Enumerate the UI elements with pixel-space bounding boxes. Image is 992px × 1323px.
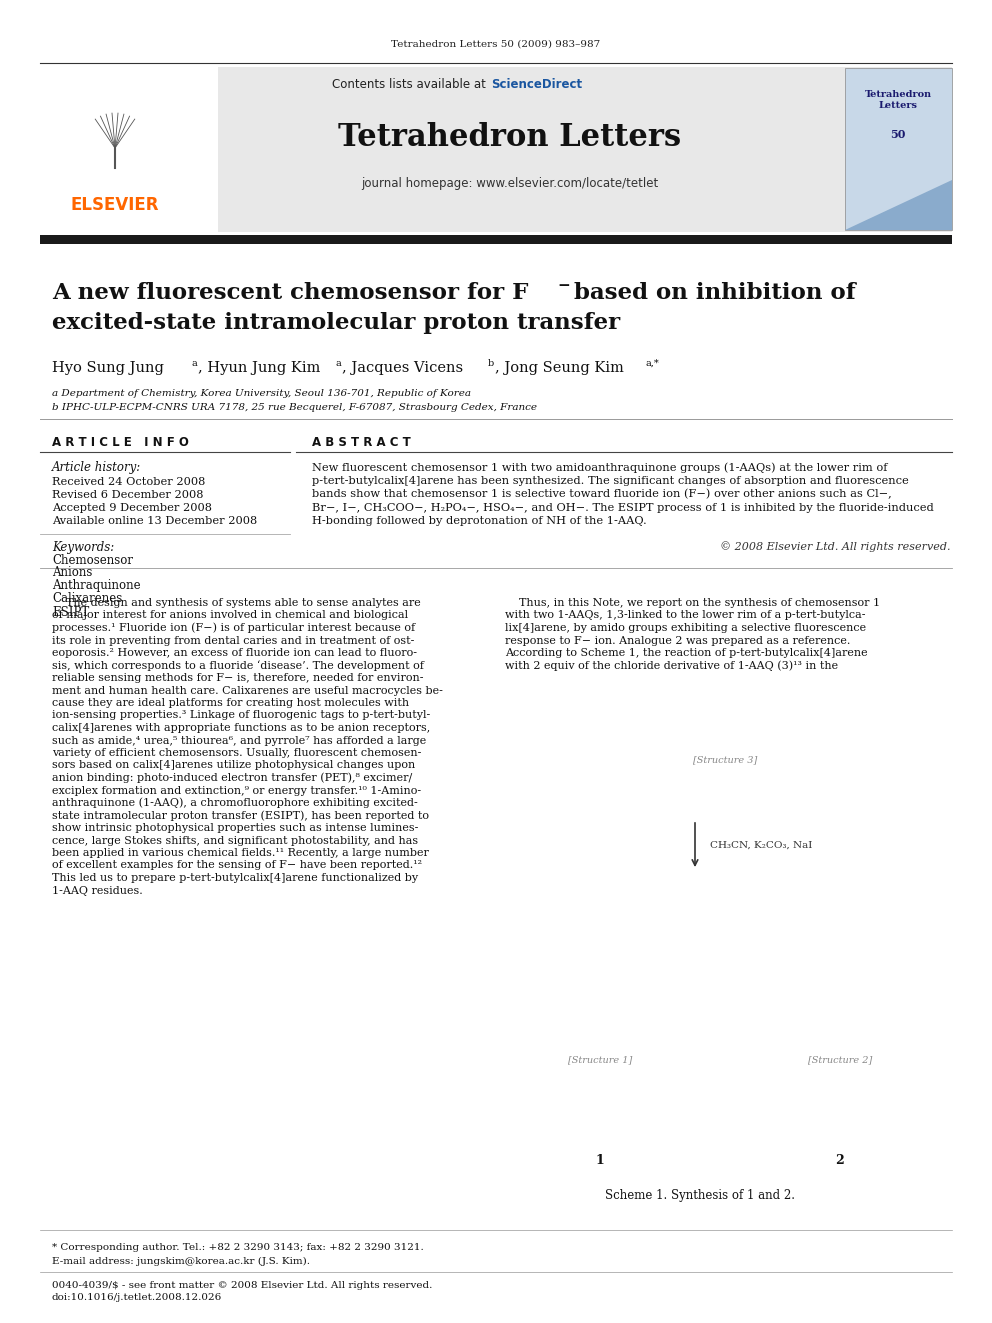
Text: excited-state intramolecular proton transfer: excited-state intramolecular proton tran… bbox=[52, 312, 620, 333]
Text: 50: 50 bbox=[890, 130, 906, 140]
Text: anion binding: photo-induced electron transfer (PET),⁸ excimer/: anion binding: photo-induced electron tr… bbox=[52, 773, 413, 783]
Text: b IPHC-ULP-ECPM-CNRS URA 7178, 25 rue Becquerel, F-67087, Strasbourg Cedex, Fran: b IPHC-ULP-ECPM-CNRS URA 7178, 25 rue Be… bbox=[52, 402, 537, 411]
Text: ment and human health care. Calixarenes are useful macrocycles be-: ment and human health care. Calixarenes … bbox=[52, 685, 442, 696]
Text: show intrinsic photophysical properties such as intense lumines-: show intrinsic photophysical properties … bbox=[52, 823, 419, 833]
Text: The design and synthesis of systems able to sense analytes are: The design and synthesis of systems able… bbox=[52, 598, 421, 609]
Text: Accepted 9 December 2008: Accepted 9 December 2008 bbox=[52, 503, 212, 513]
Text: Thus, in this Note, we report on the synthesis of chemosensor 1: Thus, in this Note, we report on the syn… bbox=[505, 598, 880, 609]
Text: CH₃CN, K₂CO₃, NaI: CH₃CN, K₂CO₃, NaI bbox=[710, 840, 812, 849]
Text: [Structure 2]: [Structure 2] bbox=[807, 1056, 872, 1065]
Text: with 2 equiv of the chloride derivative of 1-AAQ (3)¹³ in the: with 2 equiv of the chloride derivative … bbox=[505, 660, 838, 671]
Text: ScienceDirect: ScienceDirect bbox=[491, 78, 582, 90]
Text: based on inhibition of: based on inhibition of bbox=[566, 282, 856, 304]
Text: been applied in various chemical fields.¹¹ Recently, a large number: been applied in various chemical fields.… bbox=[52, 848, 429, 859]
Text: Revised 6 December 2008: Revised 6 December 2008 bbox=[52, 490, 203, 500]
Text: Br−, I−, CH₃COO−, H₂PO₄−, HSO₄−, and OH−. The ESIPT process of 1 is inhibited by: Br−, I−, CH₃COO−, H₂PO₄−, HSO₄−, and OH−… bbox=[312, 503, 933, 512]
Text: E-mail address: jungskim@korea.ac.kr (J.S. Kim).: E-mail address: jungskim@korea.ac.kr (J.… bbox=[52, 1257, 310, 1266]
Text: anthraquinone (1-AAQ), a chromofluorophore exhibiting excited-: anthraquinone (1-AAQ), a chromofluoropho… bbox=[52, 798, 418, 808]
Text: −: − bbox=[557, 279, 569, 292]
Text: © 2008 Elsevier Ltd. All rights reserved.: © 2008 Elsevier Ltd. All rights reserved… bbox=[719, 541, 950, 553]
Text: response to F− ion. Analogue 2 was prepared as a reference.: response to F− ion. Analogue 2 was prepa… bbox=[505, 635, 850, 646]
Text: such as amide,⁴ urea,⁵ thiourea⁶, and pyrrole⁷ has afforded a large: such as amide,⁴ urea,⁵ thiourea⁶, and py… bbox=[52, 736, 427, 745]
Text: Received 24 October 2008: Received 24 October 2008 bbox=[52, 478, 205, 487]
Text: According to Scheme 1, the reaction of p-tert-butylcalix[4]arene: According to Scheme 1, the reaction of p… bbox=[505, 648, 868, 658]
Text: of excellent examples for the sensing of F− have been reported.¹²: of excellent examples for the sensing of… bbox=[52, 860, 423, 871]
Text: a: a bbox=[192, 359, 197, 368]
Text: Anions: Anions bbox=[52, 566, 92, 579]
Text: state intramolecular proton transfer (ESIPT), has been reported to: state intramolecular proton transfer (ES… bbox=[52, 810, 429, 820]
Text: processes.¹ Fluoride ion (F−) is of particular interest because of: processes.¹ Fluoride ion (F−) is of part… bbox=[52, 623, 415, 634]
Text: Contents lists available at: Contents lists available at bbox=[332, 78, 490, 90]
Text: This led us to prepare p-tert-butylcalix[4]arene functionalized by: This led us to prepare p-tert-butylcalix… bbox=[52, 873, 418, 882]
Text: Hyo Sung Jung: Hyo Sung Jung bbox=[52, 361, 164, 374]
Text: Tetrahedron Letters: Tetrahedron Letters bbox=[338, 123, 682, 153]
Text: Chemosensor: Chemosensor bbox=[52, 553, 133, 566]
Text: , Jong Seung Kim: , Jong Seung Kim bbox=[495, 361, 624, 374]
Text: sors based on calix[4]arenes utilize photophysical changes upon: sors based on calix[4]arenes utilize pho… bbox=[52, 761, 416, 770]
Bar bbox=[40, 235, 952, 243]
Text: journal homepage: www.elsevier.com/locate/tetlet: journal homepage: www.elsevier.com/locat… bbox=[361, 176, 659, 189]
Text: lix[4]arene, by amido groups exhibiting a selective fluorescence: lix[4]arene, by amido groups exhibiting … bbox=[505, 623, 866, 632]
Text: ELSEVIER: ELSEVIER bbox=[70, 196, 160, 214]
Text: * Corresponding author. Tel.: +82 2 3290 3143; fax: +82 2 3290 3121.: * Corresponding author. Tel.: +82 2 3290… bbox=[52, 1244, 424, 1253]
Text: A B S T R A C T: A B S T R A C T bbox=[312, 435, 411, 448]
Text: Calixarenes: Calixarenes bbox=[52, 593, 122, 606]
Text: A R T I C L E   I N F O: A R T I C L E I N F O bbox=[52, 435, 188, 448]
Text: 2: 2 bbox=[835, 1154, 844, 1167]
Text: eoporosis.² However, an excess of fluoride ion can lead to fluoro-: eoporosis.² However, an excess of fluori… bbox=[52, 648, 417, 658]
Text: Keywords:: Keywords: bbox=[52, 541, 114, 553]
Text: Article history:: Article history: bbox=[52, 462, 141, 475]
Bar bbox=[40, 67, 952, 232]
Text: Available online 13 December 2008: Available online 13 December 2008 bbox=[52, 516, 257, 527]
Text: Tetrahedron
Letters: Tetrahedron Letters bbox=[864, 90, 931, 110]
Text: Anthraquinone: Anthraquinone bbox=[52, 579, 141, 593]
Text: ESIPT: ESIPT bbox=[52, 606, 89, 618]
Text: H-bonding followed by deprotonation of NH of the 1-AAQ.: H-bonding followed by deprotonation of N… bbox=[312, 516, 647, 525]
Text: with two 1-AAQs, 1,3-linked to the lower rim of a p-tert-butylca-: with two 1-AAQs, 1,3-linked to the lower… bbox=[505, 610, 865, 620]
Text: [Structure 1]: [Structure 1] bbox=[567, 1056, 632, 1065]
Text: p-tert-butylcalix[4]arene has been synthesized. The significant changes of absor: p-tert-butylcalix[4]arene has been synth… bbox=[312, 476, 909, 486]
Text: 1: 1 bbox=[595, 1154, 604, 1167]
Text: [Structure 3]: [Structure 3] bbox=[692, 755, 757, 765]
Polygon shape bbox=[845, 180, 952, 230]
Text: 0040-4039/$ - see front matter © 2008 Elsevier Ltd. All rights reserved.: 0040-4039/$ - see front matter © 2008 El… bbox=[52, 1281, 433, 1290]
Text: cence, large Stokes shifts, and significant photostability, and has: cence, large Stokes shifts, and signific… bbox=[52, 836, 418, 845]
Text: , Jacques Vicens: , Jacques Vicens bbox=[342, 361, 463, 374]
Text: variety of efficient chemosensors. Usually, fluorescent chemosen-: variety of efficient chemosensors. Usual… bbox=[52, 747, 422, 758]
Text: 1-AAQ residues.: 1-AAQ residues. bbox=[52, 885, 143, 896]
Text: of major interest for anions involved in chemical and biological: of major interest for anions involved in… bbox=[52, 610, 408, 620]
Text: reliable sensing methods for F− is, therefore, needed for environ-: reliable sensing methods for F− is, ther… bbox=[52, 673, 424, 683]
Text: b: b bbox=[488, 359, 494, 368]
Text: A new fluorescent chemosensor for F: A new fluorescent chemosensor for F bbox=[52, 282, 529, 304]
Text: its role in preventing from dental caries and in treatment of ost-: its role in preventing from dental carie… bbox=[52, 635, 415, 646]
Text: , Hyun Jung Kim: , Hyun Jung Kim bbox=[198, 361, 320, 374]
Text: a Department of Chemistry, Korea University, Seoul 136-701, Republic of Korea: a Department of Chemistry, Korea Univers… bbox=[52, 389, 471, 397]
Text: doi:10.1016/j.tetlet.2008.12.026: doi:10.1016/j.tetlet.2008.12.026 bbox=[52, 1294, 222, 1303]
Text: sis, which corresponds to a fluoride ‘disease’. The development of: sis, which corresponds to a fluoride ‘di… bbox=[52, 660, 424, 671]
Text: exciplex formation and extinction,⁹ or energy transfer.¹⁰ 1-Amino-: exciplex formation and extinction,⁹ or e… bbox=[52, 786, 422, 795]
Text: Scheme 1. Synthesis of 1 and 2.: Scheme 1. Synthesis of 1 and 2. bbox=[605, 1188, 795, 1201]
Bar bbox=[845, 67, 952, 230]
Text: Tetrahedron Letters 50 (2009) 983–987: Tetrahedron Letters 50 (2009) 983–987 bbox=[392, 40, 600, 49]
Text: a,*: a,* bbox=[646, 359, 660, 368]
Text: cause they are ideal platforms for creating host molecules with: cause they are ideal platforms for creat… bbox=[52, 699, 409, 708]
Bar bbox=[40, 67, 218, 232]
Text: a: a bbox=[336, 359, 342, 368]
Text: bands show that chemosensor 1 is selective toward fluoride ion (F−) over other a: bands show that chemosensor 1 is selecti… bbox=[312, 490, 892, 500]
Text: calix[4]arenes with appropriate functions as to be anion receptors,: calix[4]arenes with appropriate function… bbox=[52, 722, 431, 733]
Text: ion-sensing properties.³ Linkage of fluorogenic tags to p-tert-butyl-: ion-sensing properties.³ Linkage of fluo… bbox=[52, 710, 431, 721]
Text: New fluorescent chemosensor 1 with two amidoanthraquinone groups (1-AAQs) at the: New fluorescent chemosensor 1 with two a… bbox=[312, 463, 888, 474]
